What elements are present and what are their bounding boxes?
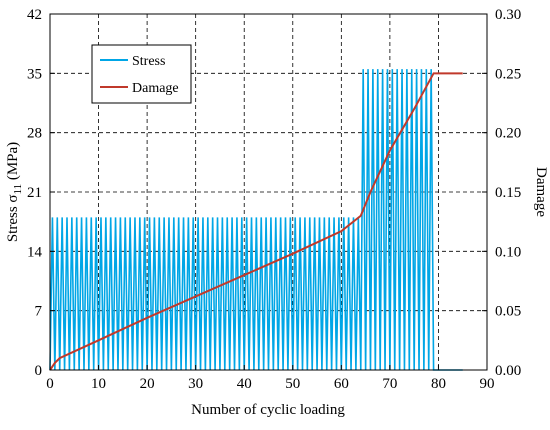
y-left-axis-title-main: Stress σ (5, 194, 21, 242)
x-axis-title: Number of cyclic loading (191, 402, 345, 418)
y-right-tick-label: 0.10 (495, 244, 521, 260)
y-left-tick-label: 0 (35, 363, 43, 379)
x-tick-label: 90 (480, 376, 495, 392)
x-tick-label: 50 (285, 376, 300, 392)
x-tick-label: 80 (431, 376, 446, 392)
damage-series (49, 72, 463, 371)
legend-stress-label: Stress (132, 54, 165, 69)
x-tick-label: 0 (46, 376, 54, 392)
x-tick-label: 20 (140, 376, 155, 392)
y-right-tick-label: 0.25 (495, 66, 521, 82)
y-left-tick-label: 35 (27, 66, 42, 82)
grid (50, 14, 487, 370)
y-left-axis-title-unit: (MPa) (5, 142, 21, 184)
y-right-tick-label: 0.15 (495, 185, 521, 201)
y-left-axis-ticks: 0 7 14 21 28 35 42 (27, 7, 55, 379)
stress-series (49, 69, 463, 371)
x-tick-label: 70 (382, 376, 397, 392)
legend-damage-label: Damage (132, 81, 179, 96)
y-right-tick-label: 0.20 (495, 126, 521, 142)
y-right-tick-label: 0.30 (495, 7, 521, 23)
y-right-tick-label: 0.00 (495, 363, 521, 379)
legend-box (91, 44, 192, 104)
y-left-axis-title-sub: 11 (12, 184, 24, 195)
x-tick-label: 30 (188, 376, 203, 392)
y-right-axis-ticks: 0.00 0.05 0.10 0.15 0.20 0.25 0.30 (482, 7, 521, 379)
x-tick-label: 10 (91, 376, 106, 392)
y-left-tick-label: 42 (27, 7, 42, 23)
y-right-axis-title: Damage (533, 167, 549, 217)
x-tick-label: 40 (237, 376, 252, 392)
legend: Stress Damage (91, 44, 192, 104)
y-left-tick-label: 21 (27, 185, 42, 201)
x-tick-label: 60 (334, 376, 349, 392)
stress-line (49, 69, 463, 371)
y-right-tick-label: 0.05 (495, 304, 521, 320)
damage-line (49, 72, 463, 371)
y-left-tick-label: 7 (35, 304, 43, 320)
x-axis-ticks: 0 10 20 30 40 50 60 70 80 90 (46, 365, 495, 392)
y-left-tick-label: 28 (27, 126, 42, 142)
y-left-axis-title: Stress σ11 (MPa) (5, 142, 24, 242)
y-left-tick-label: 14 (27, 244, 43, 260)
